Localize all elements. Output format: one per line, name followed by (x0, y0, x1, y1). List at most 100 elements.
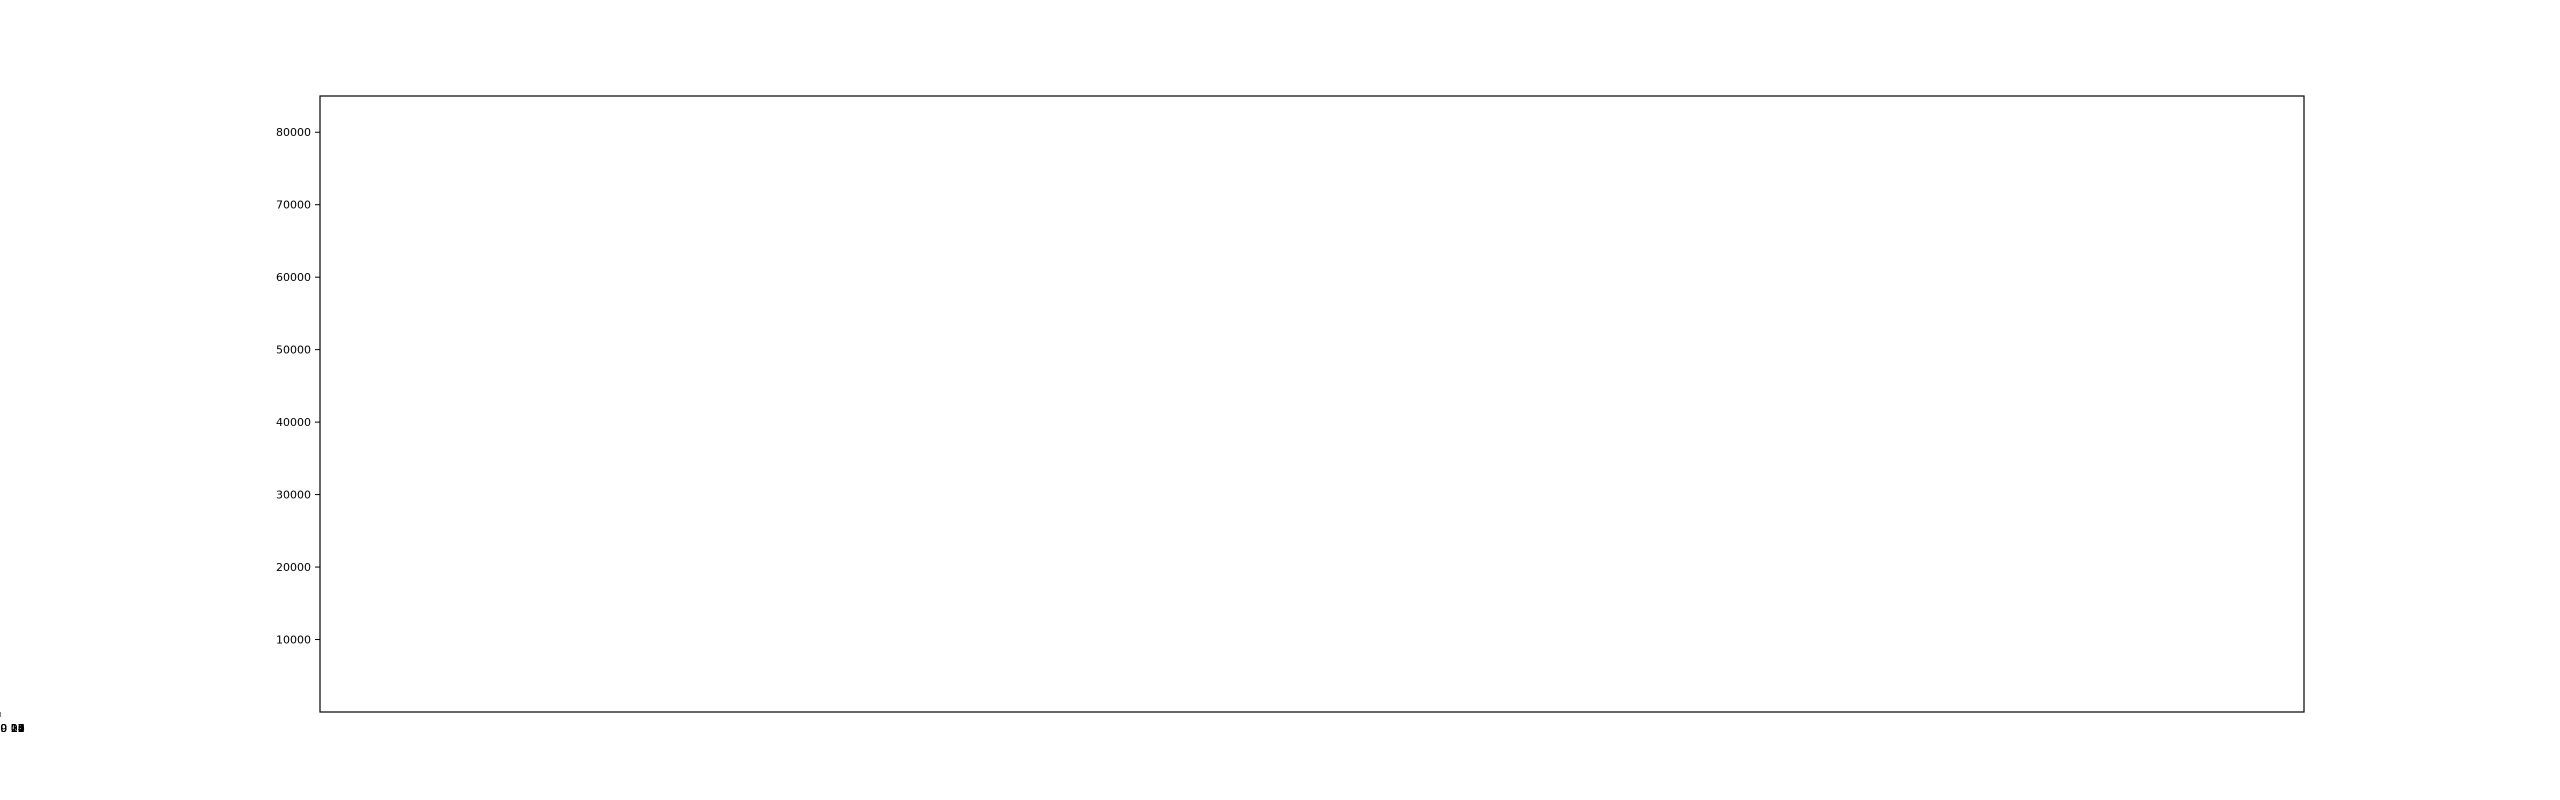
y-tick-label: 40000 (276, 416, 311, 429)
data-point (0, 644, 1, 646)
x-tick-label: 05-10 14 (0, 722, 25, 735)
data-point (0, 602, 1, 604)
data-point (0, 152, 1, 154)
data-point (0, 593, 1, 595)
data-point (0, 334, 1, 336)
data-point (0, 602, 1, 604)
data-point (0, 608, 1, 610)
data-point (0, 678, 1, 680)
data-point (0, 485, 1, 487)
data-point (0, 598, 1, 600)
data-point (0, 123, 1, 125)
data-point (0, 499, 1, 501)
data-point (0, 592, 1, 594)
x-axis: 05-09 2305-10 0205-10 0505-10 0805-10 11… (0, 712, 25, 735)
data-point (0, 604, 1, 606)
data-point (0, 332, 1, 334)
y-tick-label: 60000 (276, 271, 311, 284)
data-point (0, 600, 1, 602)
x-tick-label: 05-10 20 (0, 722, 25, 735)
data-point (0, 678, 1, 680)
y-tick-label: 30000 (276, 489, 311, 502)
data-point (0, 509, 1, 511)
data-point (0, 125, 1, 127)
data-point (0, 601, 1, 603)
data-point (0, 604, 1, 606)
data-point (0, 330, 1, 332)
axes-frame (319, 95, 2305, 713)
data-point (0, 331, 1, 333)
data-point (0, 626, 1, 628)
data-point (0, 613, 1, 615)
y-tick-label: 10000 (276, 634, 311, 647)
data-point (0, 151, 1, 153)
data-point (0, 601, 1, 603)
data-point (0, 307, 1, 309)
y-tick-label: 80000 (276, 126, 311, 139)
data-point (0, 150, 1, 152)
x-tick-label: 05-10 05 (0, 722, 25, 735)
data-point (0, 130, 1, 132)
data-point (0, 606, 1, 608)
x-tick-label: 05-10 02 (0, 722, 25, 735)
data-point (0, 252, 1, 254)
data-point (0, 634, 1, 636)
x-tick-label: 05-09 23 (0, 722, 25, 735)
data-point (0, 138, 1, 140)
data-point (0, 592, 1, 594)
data-point (0, 662, 1, 664)
data-point (0, 602, 1, 604)
y-tick-label: 20000 (276, 561, 311, 574)
data-point (0, 143, 1, 145)
x-tick-label: 05-10 08 (0, 722, 25, 735)
data-point (0, 276, 1, 278)
data-point (0, 152, 1, 154)
data-point (0, 653, 1, 655)
data-point (0, 678, 1, 680)
x-tick-label: 05-10 17 (0, 722, 25, 735)
data-point (0, 602, 1, 604)
data-point (0, 608, 1, 610)
y-axis: 10000 20000 30000 40000 50000 60000 70000 80000 (276, 126, 320, 647)
data-point (0, 597, 1, 599)
data-point (0, 678, 1, 680)
data-point (0, 128, 1, 130)
data-point (0, 612, 1, 614)
data-point (0, 127, 1, 129)
data-point (0, 602, 1, 604)
data-point (0, 605, 1, 607)
series-group (0, 123, 1, 680)
data-point (0, 223, 1, 225)
data-point (0, 152, 1, 154)
data-point (0, 570, 1, 572)
data-point (0, 630, 1, 632)
data-point (0, 124, 1, 126)
data-point (0, 134, 1, 136)
data-point (0, 678, 1, 680)
x-tick-label: 05-10 11 (0, 722, 25, 735)
plot-area (0, 95, 2305, 713)
data-point (0, 126, 1, 128)
data-point (0, 152, 1, 154)
y-tick-label: 70000 (276, 199, 311, 212)
data-point (0, 539, 1, 541)
data-point (0, 321, 1, 323)
data-point (0, 678, 1, 680)
x-tick-label: 05-10 23 (0, 722, 25, 735)
data-point (0, 521, 1, 523)
data-point (0, 170, 1, 172)
data-point (0, 602, 1, 604)
data-point (0, 520, 1, 522)
data-point (0, 653, 1, 655)
data-point (0, 514, 1, 516)
data-point (0, 678, 1, 680)
data-point (0, 386, 1, 388)
data-point (0, 644, 1, 646)
data-point (0, 653, 1, 655)
y-tick-label: 50000 (276, 344, 311, 357)
data-point (0, 128, 1, 130)
data-point (0, 144, 1, 146)
data-point (0, 595, 1, 597)
data-point (0, 138, 1, 140)
data-point (0, 128, 1, 130)
